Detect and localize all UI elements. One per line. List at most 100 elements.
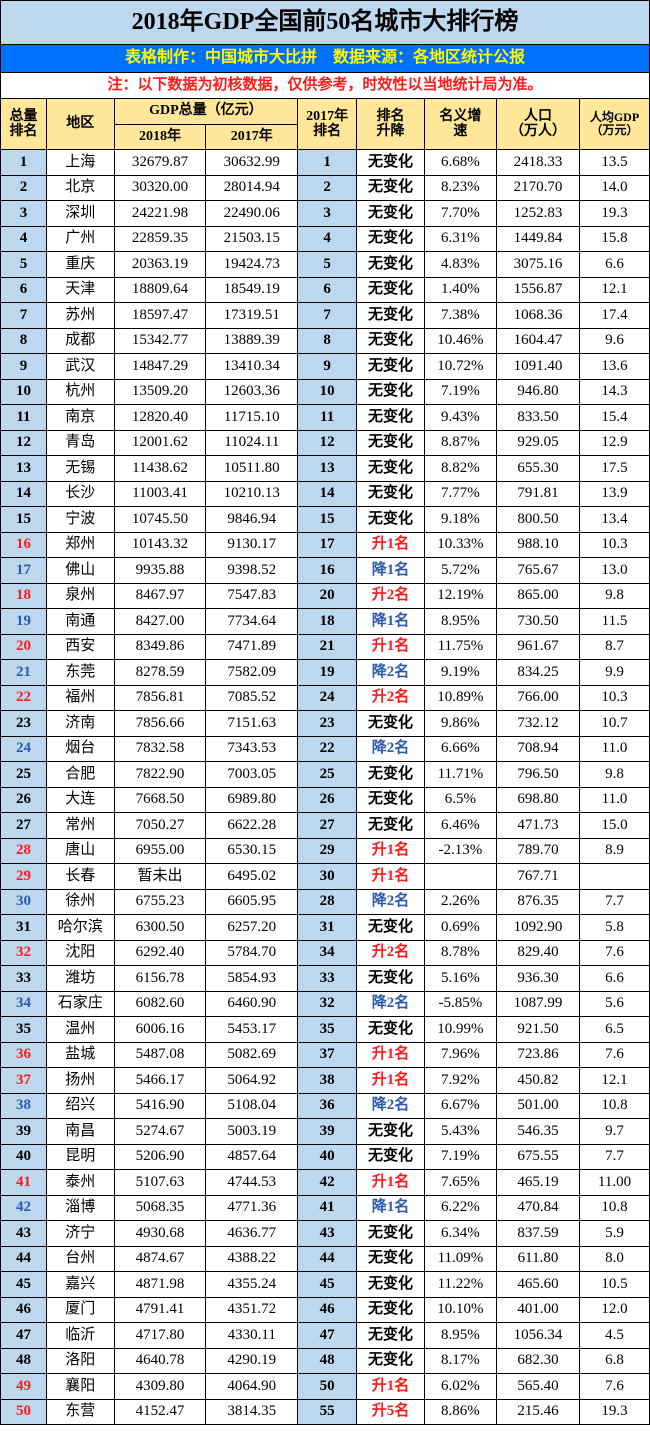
cell-change: 无变化 bbox=[357, 1272, 425, 1298]
cell-pop: 1556.87 bbox=[496, 277, 579, 303]
cell-rank: 17 bbox=[1, 558, 47, 584]
cell-change: 无变化 bbox=[357, 379, 425, 405]
table-row: 31哈尔滨6300.506257.2031无变化0.69%1092.905.8 bbox=[1, 915, 650, 941]
cell-rank: 39 bbox=[1, 1119, 47, 1145]
cell-change: 无变化 bbox=[357, 354, 425, 380]
cell-change: 降1名 bbox=[357, 1195, 425, 1221]
meta-info: 表格制作：中国城市大比拼 数据来源：各地区统计公报 bbox=[1, 45, 650, 73]
cell-city: 大连 bbox=[46, 787, 114, 813]
cell-g18: 7822.90 bbox=[114, 762, 206, 788]
cell-pcgdp: 9.6 bbox=[580, 328, 650, 354]
cell-pcgdp: 15.4 bbox=[580, 405, 650, 431]
cell-growth: 7.19% bbox=[424, 379, 496, 405]
hdr-pop: 人口（万人） bbox=[496, 99, 579, 150]
cell-change: 升1名 bbox=[357, 864, 425, 890]
cell-change: 升1名 bbox=[357, 1042, 425, 1068]
cell-r17: 30 bbox=[298, 864, 357, 890]
cell-pop: 611.80 bbox=[496, 1246, 579, 1272]
cell-growth: 6.5% bbox=[424, 787, 496, 813]
hdr-g2017: 2017年 bbox=[206, 124, 298, 150]
cell-growth: 9.86% bbox=[424, 711, 496, 737]
cell-g17: 22490.06 bbox=[206, 201, 298, 227]
cell-r17: 31 bbox=[298, 915, 357, 941]
cell-pcgdp: 9.8 bbox=[580, 762, 650, 788]
cell-change: 升2名 bbox=[357, 685, 425, 711]
cell-growth: 1.40% bbox=[424, 277, 496, 303]
cell-g18: 6300.50 bbox=[114, 915, 206, 941]
cell-g18: 8467.97 bbox=[114, 583, 206, 609]
cell-r17: 50 bbox=[298, 1374, 357, 1400]
cell-city: 东莞 bbox=[46, 660, 114, 686]
cell-g18: 6292.40 bbox=[114, 940, 206, 966]
table-row: 49襄阳4309.804064.9050升1名6.02%565.407.6 bbox=[1, 1374, 650, 1400]
table-row: 41泰州5107.634744.5342升1名7.65%465.1911.00 bbox=[1, 1170, 650, 1196]
cell-pcgdp: 13.4 bbox=[580, 507, 650, 533]
cell-growth: 8.87% bbox=[424, 430, 496, 456]
cell-g17: 7734.64 bbox=[206, 609, 298, 635]
cell-g17: 7151.63 bbox=[206, 711, 298, 737]
cell-city: 扬州 bbox=[46, 1068, 114, 1094]
gdp-ranking-table: 2018年GDP全国前50名城市大排行榜 表格制作：中国城市大比拼 数据来源：各… bbox=[0, 0, 650, 1425]
cell-growth: 8.17% bbox=[424, 1348, 496, 1374]
cell-city: 昆明 bbox=[46, 1144, 114, 1170]
cell-pop: 936.30 bbox=[496, 966, 579, 992]
cell-g18: 12001.62 bbox=[114, 430, 206, 456]
hdr-growth: 名义增速 bbox=[424, 99, 496, 150]
cell-city: 重庆 bbox=[46, 252, 114, 278]
cell-pop: 829.40 bbox=[496, 940, 579, 966]
cell-rank: 1 bbox=[1, 150, 47, 176]
cell-rank: 12 bbox=[1, 430, 47, 456]
cell-growth: 8.82% bbox=[424, 456, 496, 482]
cell-pcgdp: 10.7 bbox=[580, 711, 650, 737]
cell-city: 合肥 bbox=[46, 762, 114, 788]
cell-r17: 5 bbox=[298, 252, 357, 278]
cell-g18: 6955.00 bbox=[114, 838, 206, 864]
cell-r17: 14 bbox=[298, 481, 357, 507]
hdr-rank2017: 2017年排名 bbox=[298, 99, 357, 150]
cell-r17: 6 bbox=[298, 277, 357, 303]
cell-pop: 929.05 bbox=[496, 430, 579, 456]
cell-pcgdp: 17.5 bbox=[580, 456, 650, 482]
cell-rank: 10 bbox=[1, 379, 47, 405]
cell-g17: 6495.02 bbox=[206, 864, 298, 890]
cell-pcgdp: 6.6 bbox=[580, 966, 650, 992]
cell-growth: 10.99% bbox=[424, 1017, 496, 1043]
cell-r17: 13 bbox=[298, 456, 357, 482]
cell-rank: 41 bbox=[1, 1170, 47, 1196]
cell-rank: 5 bbox=[1, 252, 47, 278]
table-row: 24烟台7832.587343.5322降2名6.66%708.9411.0 bbox=[1, 736, 650, 762]
cell-pcgdp: 7.6 bbox=[580, 940, 650, 966]
cell-change: 降2名 bbox=[357, 660, 425, 686]
cell-city: 长春 bbox=[46, 864, 114, 890]
table-row: 40昆明5206.904857.6440无变化7.19%675.557.7 bbox=[1, 1144, 650, 1170]
cell-pop: 791.81 bbox=[496, 481, 579, 507]
cell-g18: 8427.00 bbox=[114, 609, 206, 635]
cell-rank: 15 bbox=[1, 507, 47, 533]
cell-r17: 34 bbox=[298, 940, 357, 966]
cell-change: 无变化 bbox=[357, 226, 425, 252]
cell-rank: 35 bbox=[1, 1017, 47, 1043]
cell-r17: 37 bbox=[298, 1042, 357, 1068]
cell-g17: 9398.52 bbox=[206, 558, 298, 584]
cell-r17: 25 bbox=[298, 762, 357, 788]
cell-g17: 7343.53 bbox=[206, 736, 298, 762]
table-row: 5重庆20363.1919424.735无变化4.83%3075.166.6 bbox=[1, 252, 650, 278]
cell-pcgdp: 12.9 bbox=[580, 430, 650, 456]
cell-change: 无变化 bbox=[357, 175, 425, 201]
cell-g17: 11715.10 bbox=[206, 405, 298, 431]
cell-pop: 471.73 bbox=[496, 813, 579, 839]
cell-rank: 6 bbox=[1, 277, 47, 303]
table-row: 38绍兴5416.905108.0436降2名6.67%501.0010.8 bbox=[1, 1093, 650, 1119]
cell-pcgdp: 7.6 bbox=[580, 1374, 650, 1400]
table-row: 1上海32679.8730632.991无变化6.68%2418.3313.5 bbox=[1, 150, 650, 176]
cell-rank: 7 bbox=[1, 303, 47, 329]
cell-change: 无变化 bbox=[357, 1017, 425, 1043]
cell-change: 无变化 bbox=[357, 813, 425, 839]
table-row: 29长春暂未出6495.0230升1名767.71 bbox=[1, 864, 650, 890]
cell-rank: 37 bbox=[1, 1068, 47, 1094]
table-row: 48洛阳4640.784290.1948无变化8.17%682.306.8 bbox=[1, 1348, 650, 1374]
table-row: 30徐州6755.236605.9528降2名2.26%876.357.7 bbox=[1, 889, 650, 915]
cell-growth: 5.16% bbox=[424, 966, 496, 992]
cell-g18: 5206.90 bbox=[114, 1144, 206, 1170]
table-row: 50东营4152.473814.3555升5名8.86%215.4619.3 bbox=[1, 1399, 650, 1425]
